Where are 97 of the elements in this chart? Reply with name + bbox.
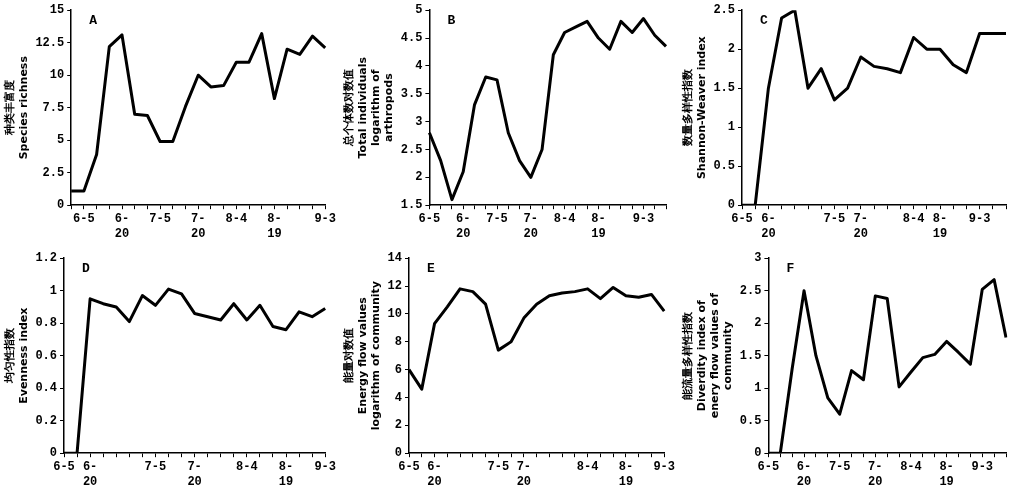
x-tick-label: 8-19 — [591, 212, 606, 241]
y-tick-label: 0.5 — [739, 413, 762, 428]
y-tick-label: 0.5 — [713, 159, 735, 174]
x-tick-label: 8-4 — [576, 460, 599, 475]
y-tick-label: 3 — [415, 114, 423, 129]
y-tick-label: 1.5 — [713, 81, 735, 96]
y-axis-title: 种类丰富度 Species richness — [3, 55, 30, 160]
x-tick-label: 8-19 — [618, 460, 634, 489]
annotation: D — [82, 260, 90, 276]
y-tick-label: 0.8 — [35, 316, 57, 331]
x-tick-label: 8-4 — [225, 212, 248, 227]
x-tick-label: 8-4 — [900, 460, 922, 475]
x-tick-label: 7-20 — [523, 212, 539, 241]
x-tick-label: 6-20 — [456, 212, 471, 241]
y-tick-label: 0.6 — [35, 348, 57, 363]
y-tick-label: 12 — [387, 279, 402, 294]
y-tick-label: 0 — [394, 446, 402, 461]
x-tick-label: 6-5 — [398, 460, 420, 475]
x-tick-label: 7-20 — [516, 460, 532, 489]
y-tick-label: 1 — [49, 283, 57, 298]
y-axis-title: 均匀性指数 Evenness index — [3, 307, 30, 404]
x-tick-label: 7-5 — [486, 212, 508, 227]
x-tick-label: 9-3 — [314, 212, 336, 227]
y-tick-label: 0 — [727, 198, 735, 213]
x-tick-label: 8-4 — [236, 460, 258, 475]
y-tick-label: 1 — [754, 381, 762, 396]
y-axis-title: 能流量多样性指数 Diverdity index of enery flow values of community — [681, 292, 735, 419]
x-tick-label: 7-5 — [828, 460, 851, 475]
y-tick-label: 3 — [754, 251, 762, 266]
y-axis-title: 总个体数对数值 Total individuals logarithm of arthropods — [342, 56, 396, 159]
x-tick-label: 8-19 — [932, 212, 948, 241]
y-tick-label: 2 — [727, 42, 735, 57]
y-tick-label: 1.5 — [739, 348, 762, 363]
y-tick-label: 2.5 — [713, 3, 735, 18]
x-tick-label: 9-3 — [971, 460, 994, 475]
x-tick-label: 9-3 — [653, 460, 675, 475]
x-tick-label: 6-5 — [73, 212, 95, 227]
y-tick-label: 10 — [387, 306, 402, 321]
x-tick-label: 8-4 — [902, 212, 925, 227]
y-tick-label: 5 — [57, 133, 65, 148]
y-tick-label: 5 — [415, 3, 423, 18]
x-tick-label: 6-20 — [796, 460, 812, 489]
y-axis-title: 数量多样性指数 Shannon-Weaver index — [681, 36, 708, 180]
x-tick-label: 6-5 — [731, 212, 753, 227]
x-tick-label: 8-19 — [267, 212, 282, 241]
x-tick-label: 7-20 — [868, 460, 883, 489]
y-tick-label: 15 — [49, 3, 65, 18]
x-tick-label: 7-5 — [149, 212, 171, 227]
annotation: C — [760, 12, 768, 28]
y-tick-label: 8 — [394, 334, 402, 349]
y-tick-label: 3.5 — [400, 86, 423, 101]
y-tick-label: 1.5 — [400, 198, 423, 213]
y-tick-label: 2.5 — [400, 142, 423, 157]
x-tick-label: 7-20 — [853, 212, 869, 241]
y-tick-label: 4 — [415, 58, 423, 73]
x-tick-label: 6-20 — [761, 212, 776, 241]
y-tick-label: 12.5 — [35, 35, 65, 50]
x-tick-label: 6-20 — [427, 460, 442, 489]
annotation: E — [427, 260, 435, 276]
x-tick-label: 7-20 — [191, 212, 206, 241]
y-tick-label: 0 — [57, 198, 65, 213]
y-tick-label: 0.2 — [35, 413, 57, 428]
annotation: A — [89, 12, 98, 28]
x-tick-label: 8-19 — [278, 460, 294, 489]
x-tick-label: 7-20 — [187, 460, 202, 489]
y-tick-label: 1.2 — [35, 251, 57, 266]
y-tick-label: 0 — [754, 446, 762, 461]
y-tick-label: 14 — [387, 251, 402, 266]
y-axis-title: 能量对数值 Energy flow values logarithm of community — [342, 281, 382, 431]
x-tick-label: 8-4 — [553, 212, 576, 227]
y-tick-label: 6 — [394, 362, 402, 377]
annotation: F — [786, 260, 795, 276]
x-tick-label: 9-3 — [314, 460, 336, 475]
y-tick-label: 0 — [49, 446, 57, 461]
x-tick-label: 6-5 — [53, 460, 75, 475]
x-tick-label: 6-5 — [418, 212, 441, 227]
y-tick-label: 2 — [415, 170, 423, 185]
x-tick-label: 9-3 — [968, 212, 991, 227]
x-tick-label: 7-5 — [823, 212, 846, 227]
y-tick-label: 7.5 — [42, 100, 65, 115]
x-tick-label: 8-19 — [939, 460, 954, 489]
y-tick-label: 2.5 — [739, 283, 762, 298]
x-tick-label: 9-3 — [632, 212, 655, 227]
y-tick-label: 0.4 — [35, 381, 57, 396]
y-tick-label: 2.5 — [42, 165, 65, 180]
x-tick-label: 6-20 — [114, 212, 130, 241]
y-tick-label: 10 — [49, 68, 65, 83]
x-tick-label: 6-20 — [82, 460, 98, 489]
y-tick-label: 2 — [394, 418, 402, 433]
y-tick-label: 2 — [754, 316, 762, 331]
y-tick-label: 4 — [394, 390, 402, 405]
y-tick-label: 4.5 — [400, 31, 423, 46]
x-tick-label: 7-5 — [487, 460, 510, 475]
x-tick-label: 6-5 — [757, 460, 780, 475]
y-tick-label: 1 — [727, 120, 735, 135]
annotation: B — [447, 12, 456, 28]
x-tick-label: 7-5 — [144, 460, 167, 475]
